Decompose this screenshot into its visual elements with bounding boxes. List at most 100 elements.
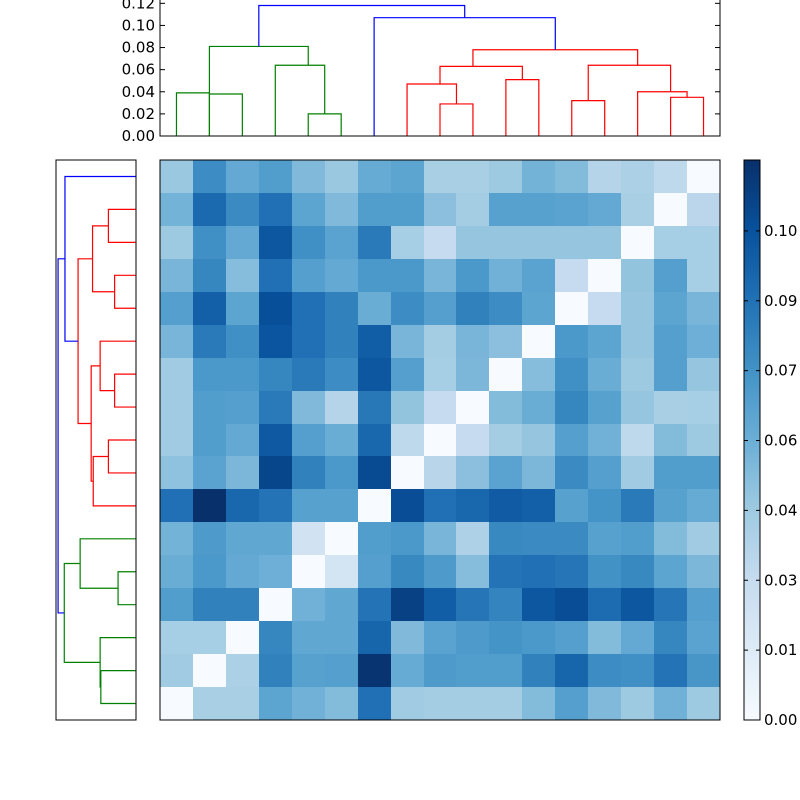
heatmap-cell bbox=[522, 489, 555, 522]
heatmap-cell bbox=[160, 654, 193, 687]
heatmap-cell bbox=[259, 259, 292, 292]
heatmap-cell bbox=[621, 226, 654, 259]
heatmap-cell bbox=[555, 424, 588, 456]
heatmap-cell bbox=[193, 226, 226, 259]
heatmap-cell bbox=[654, 160, 687, 193]
top-dendrogram: 0.00 0.02 0.04 0.06 0.08 0.10 0.12 bbox=[122, 0, 721, 145]
heatmap-cell bbox=[489, 489, 522, 522]
heatmap-cell bbox=[654, 193, 687, 226]
heatmap-cell bbox=[456, 391, 489, 424]
heatmap-cell bbox=[588, 259, 621, 292]
left-dendrogram-link bbox=[107, 208, 136, 243]
heatmap-cell bbox=[555, 358, 588, 391]
top-dendrogram-tick-label: 0.10 bbox=[122, 16, 155, 34]
heatmap-cell bbox=[292, 325, 325, 358]
heatmap-cell bbox=[522, 621, 555, 654]
heatmap-cell bbox=[325, 522, 358, 555]
heatmap-cell bbox=[456, 259, 489, 292]
heatmap-cell bbox=[259, 456, 292, 489]
heatmap-cell bbox=[358, 160, 391, 193]
heatmap-cell bbox=[687, 555, 720, 588]
heatmap-cell bbox=[522, 555, 555, 588]
heatmap-cell bbox=[358, 358, 391, 391]
heatmap-cell bbox=[226, 193, 259, 226]
heatmap-cell bbox=[654, 555, 687, 588]
heatmap-cell bbox=[226, 489, 259, 522]
heatmap-cell bbox=[555, 325, 588, 358]
heatmap-cell bbox=[193, 424, 226, 456]
heatmap-cell bbox=[489, 555, 522, 588]
heatmap-cell bbox=[621, 391, 654, 424]
heatmap-cell bbox=[292, 424, 325, 456]
heatmap-cell bbox=[621, 588, 654, 621]
heatmap-cell bbox=[522, 325, 555, 358]
heatmap-cell bbox=[456, 588, 489, 621]
heatmap-cell bbox=[424, 621, 456, 654]
heatmap-cell bbox=[259, 193, 292, 226]
heatmap-cell bbox=[358, 489, 391, 522]
heatmap-cell bbox=[292, 555, 325, 588]
colorbar-tick-label: 0.03 bbox=[764, 571, 797, 589]
heatmap-cell bbox=[522, 193, 555, 226]
heatmap-cell bbox=[522, 292, 555, 325]
heatmap-cell bbox=[424, 456, 456, 489]
heatmap-cell bbox=[325, 193, 358, 226]
heatmap-cell bbox=[391, 654, 424, 687]
heatmap-cell bbox=[226, 292, 259, 325]
heatmap-cell bbox=[489, 456, 522, 489]
top-dendrogram-tick-label: 0.12 bbox=[122, 0, 155, 12]
colorbar-tick-label: 0.10 bbox=[764, 222, 797, 240]
heatmap-cell bbox=[489, 226, 522, 259]
heatmap-cell bbox=[259, 325, 292, 358]
heatmap-cell bbox=[489, 687, 522, 720]
heatmap-cell bbox=[226, 555, 259, 588]
heatmap-cell bbox=[687, 424, 720, 456]
heatmap-cell bbox=[555, 292, 588, 325]
top-dendrogram-tick-label: 0.00 bbox=[122, 127, 155, 145]
heatmap-cell bbox=[687, 259, 720, 292]
heatmap-cell bbox=[424, 259, 456, 292]
left-dendrogram-link bbox=[117, 571, 136, 606]
heatmap-cell bbox=[193, 160, 226, 193]
heatmap-cell bbox=[193, 259, 226, 292]
left-dendrogram-link bbox=[77, 258, 93, 425]
heatmap-cell bbox=[160, 555, 193, 588]
heatmap-cell bbox=[160, 160, 193, 193]
heatmap-cell bbox=[358, 621, 391, 654]
heatmap-cell bbox=[358, 522, 391, 555]
heatmap-cell bbox=[160, 193, 193, 226]
heatmap-cell bbox=[325, 687, 358, 720]
heatmap-cell bbox=[687, 358, 720, 391]
heatmap-cell bbox=[193, 358, 226, 391]
left-dendrogram-link bbox=[99, 637, 136, 688]
heatmap-cell bbox=[588, 522, 621, 555]
heatmap-cell bbox=[391, 588, 424, 621]
heatmap-cell bbox=[621, 456, 654, 489]
heatmap-cell bbox=[226, 654, 259, 687]
heatmap-cell bbox=[424, 193, 456, 226]
heatmap-cell bbox=[522, 391, 555, 424]
heatmap-cell bbox=[456, 160, 489, 193]
heatmap-cell bbox=[325, 621, 358, 654]
heatmap-cell bbox=[424, 160, 456, 193]
colorbar-tick-label: 0.06 bbox=[764, 432, 797, 450]
heatmap-cell bbox=[193, 522, 226, 555]
heatmap-cell bbox=[325, 226, 358, 259]
heatmap-cell bbox=[358, 325, 391, 358]
heatmap-cell bbox=[654, 259, 687, 292]
heatmap-cell bbox=[621, 358, 654, 391]
heatmap-cell bbox=[522, 456, 555, 489]
heatmap-cell bbox=[555, 621, 588, 654]
top-dendrogram-link bbox=[208, 45, 309, 94]
heatmap-cell bbox=[588, 325, 621, 358]
heatmap-cell bbox=[358, 654, 391, 687]
heatmap-cell bbox=[325, 160, 358, 193]
colorbar-tick-label: 0.07 bbox=[764, 362, 797, 380]
heatmap-cell bbox=[292, 522, 325, 555]
colorbar-tick-label: 0.01 bbox=[764, 641, 797, 659]
top-dendrogram-tick-label: 0.04 bbox=[122, 83, 155, 101]
heatmap-cell bbox=[259, 358, 292, 391]
heatmap-cell bbox=[160, 687, 193, 720]
heatmap-cell bbox=[259, 621, 292, 654]
heatmap-cell bbox=[555, 489, 588, 522]
